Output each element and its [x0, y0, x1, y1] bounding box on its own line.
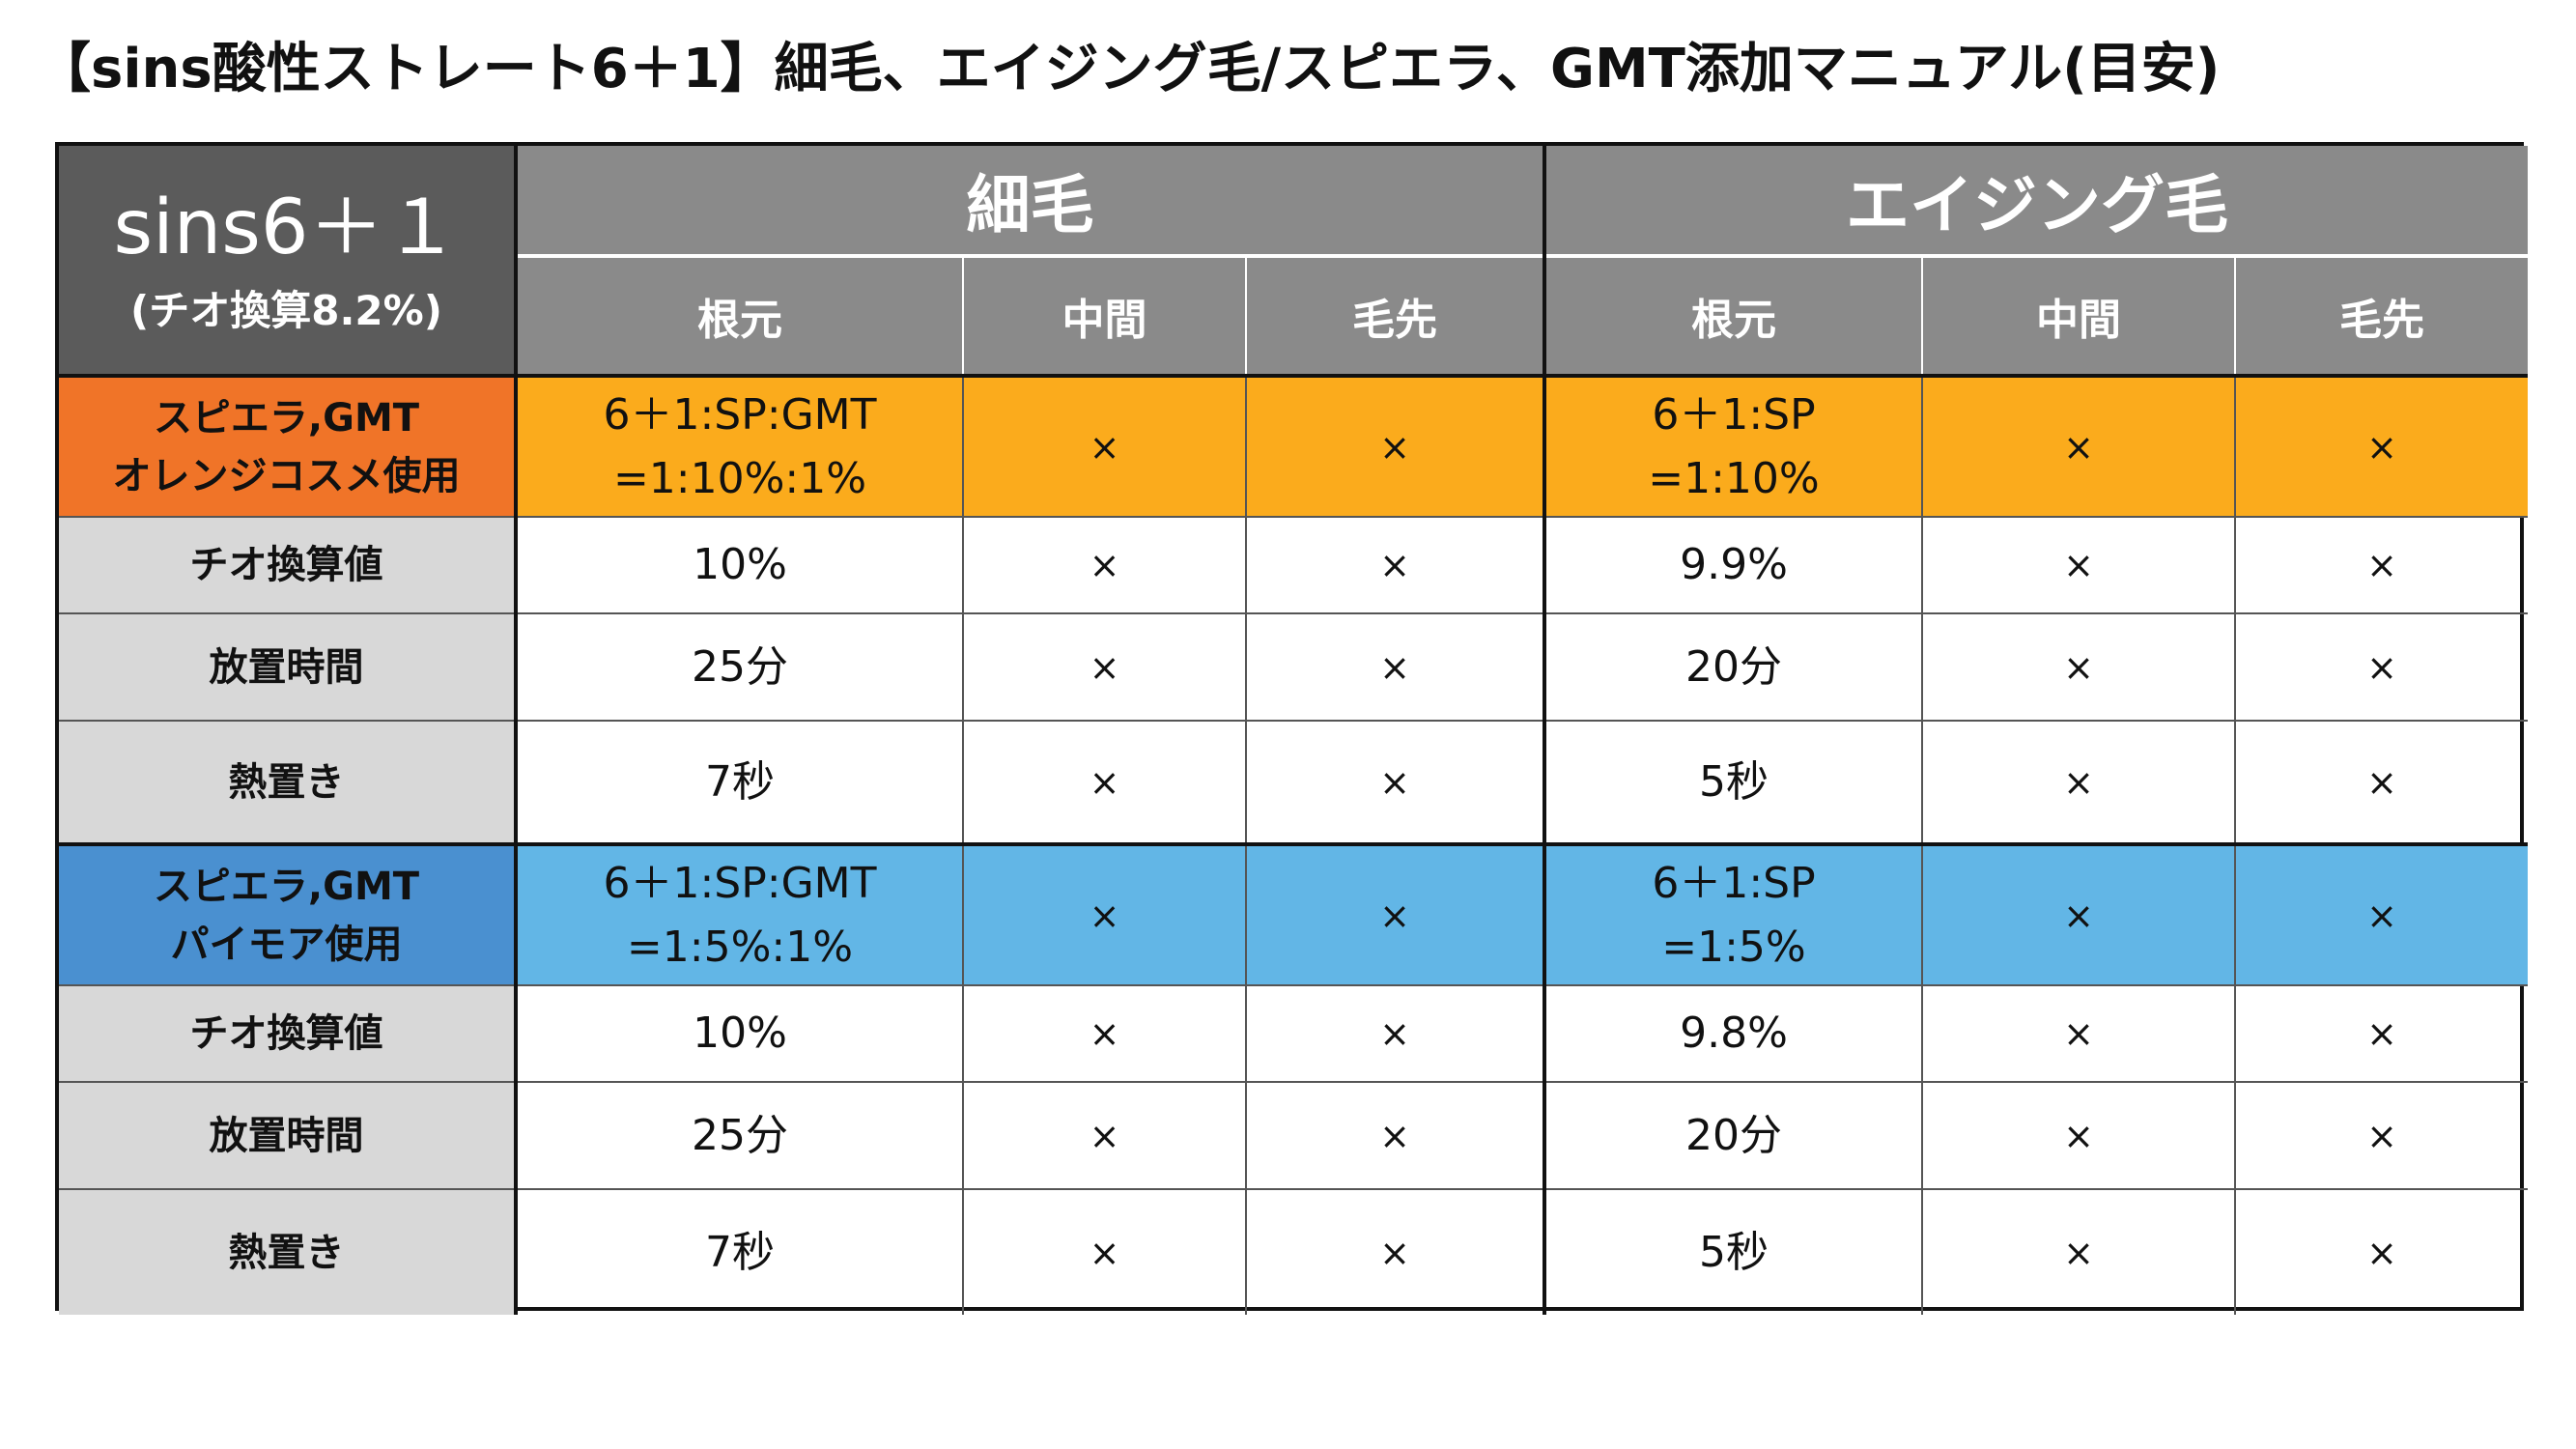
cell-ends: × — [2366, 894, 2397, 937]
cell-root: 10% — [518, 518, 964, 612]
cell-middle: × — [1923, 1190, 2236, 1315]
cell-root: 20分 — [1546, 1083, 1923, 1188]
page-title: 【sins酸性ストレート6＋1】細毛、エイジング毛/スピエラ、GMT添加マニュア… — [37, 38, 2221, 100]
table-row: 6＋1:SP =1:10% × × — [1546, 378, 2528, 518]
table-row: 10% × × — [518, 518, 1543, 614]
cell-root: 10% — [518, 986, 964, 1081]
cell-ends: × — [1379, 1231, 1410, 1274]
table-row: 6＋1:SP =1:5% × × — [1546, 846, 2528, 986]
row-label-mix: スピエラ,GMT パイモア使用 — [59, 846, 514, 986]
group-header-fine-hair: 細毛 根元 中間 毛先 — [518, 146, 1546, 378]
cell-middle: × — [1923, 722, 2236, 842]
cell-middle: × — [1923, 1083, 2236, 1188]
table-row: 25分 × × — [518, 1083, 1543, 1190]
cell-ends: × — [1379, 894, 1410, 937]
cell-ends: × — [1379, 760, 1410, 804]
cell-root: 25分 — [518, 614, 964, 720]
cell-ends: × — [2366, 760, 2397, 804]
table-row: 7秒 × × — [518, 1190, 1543, 1315]
product-name: sins6＋１ — [113, 185, 460, 271]
cell-root: 6＋1:SP:GMT =1:10%:1% — [518, 378, 964, 516]
table-row: 5秒 × × — [1546, 722, 2528, 842]
row-label-mix: スピエラ,GMT オレンジコスメ使用 — [59, 378, 514, 518]
table-row: 6＋1:SP:GMT =1:5%:1% × × — [518, 846, 1543, 986]
cell-ends: × — [2366, 645, 2397, 689]
table-row: 9.9% × × — [1546, 518, 2528, 614]
row-label-processing-time: 放置時間 — [59, 1083, 514, 1190]
cell-ends: × — [2366, 1114, 2397, 1157]
manual-table: sins6＋１ (チオ換算8.2%) 細毛 根元 中間 毛先 エイジング毛 根元… — [55, 142, 2528, 1315]
cell-ends: × — [2366, 1012, 2397, 1055]
cell-root: 25分 — [518, 1083, 964, 1188]
column-header-ends: 毛先 — [1352, 296, 1437, 345]
column-header-root: 根元 — [1546, 258, 1923, 374]
row-label-thio-value: チオ換算値 — [59, 518, 514, 614]
table-row: 25分 × × — [518, 614, 1543, 722]
cell-ends: × — [2366, 544, 2397, 586]
cell-middle: × — [964, 1083, 1247, 1188]
row-label-processing-time: 放置時間 — [59, 614, 514, 722]
table-row: 9.8% × × — [1546, 986, 2528, 1083]
group-header-aging-hair: エイジング毛 根元 中間 毛先 — [1546, 146, 2528, 378]
cell-ends: × — [1379, 544, 1410, 586]
column-headers: 根元 中間 毛先 — [1546, 258, 2528, 374]
cell-ends: × — [1379, 425, 1410, 469]
cell-middle: × — [964, 378, 1247, 516]
table-row: 10% × × — [518, 986, 1543, 1083]
data-fine-hair-blue: 6＋1:SP:GMT =1:5%:1% × × 10% × × 25分 × × … — [518, 846, 1546, 1315]
cell-root: 7秒 — [518, 1190, 964, 1315]
column-header-root: 根元 — [518, 258, 964, 374]
thio-equivalent-note: (チオ換算8.2%) — [130, 287, 442, 334]
cell-middle: × — [964, 518, 1247, 612]
cell-middle: × — [964, 846, 1247, 984]
row-labels-blue: スピエラ,GMT パイモア使用 チオ換算値 放置時間 熱置き — [59, 846, 518, 1315]
cell-ends: × — [1379, 1114, 1410, 1157]
cell-root: 5秒 — [1546, 722, 1923, 842]
cell-middle: × — [1923, 986, 2236, 1081]
cell-middle: × — [1923, 518, 2236, 612]
data-aging-hair-orange: 6＋1:SP =1:10% × × 9.9% × × 20分 × × 5秒 × … — [1546, 378, 2528, 846]
table-row: 7秒 × × — [518, 722, 1543, 842]
cell-middle: × — [1923, 378, 2236, 516]
row-labels-orange: スピエラ,GMT オレンジコスメ使用 チオ換算値 放置時間 熱置き — [59, 378, 518, 846]
cell-middle: × — [964, 1190, 1247, 1315]
cell-middle: × — [964, 986, 1247, 1081]
row-label-heat: 熱置き — [59, 722, 514, 842]
column-header-ends: 毛先 — [2339, 296, 2424, 345]
cell-root: 5秒 — [1546, 1190, 1923, 1315]
column-headers: 根元 中間 毛先 — [518, 258, 1543, 374]
cell-root: 6＋1:SP:GMT =1:5%:1% — [518, 846, 964, 984]
cell-middle: × — [964, 614, 1247, 720]
table-row: 5秒 × × — [1546, 1190, 2528, 1315]
table-corner-header: sins6＋１ (チオ換算8.2%) — [59, 146, 518, 378]
row-label-thio-value: チオ換算値 — [59, 986, 514, 1083]
data-aging-hair-blue: 6＋1:SP =1:5% × × 9.8% × × 20分 × × 5秒 × × — [1546, 846, 2528, 1315]
column-header-middle: 中間 — [1923, 258, 2236, 374]
cell-root: 6＋1:SP =1:5% — [1546, 846, 1923, 984]
cell-ends: × — [2366, 425, 2397, 469]
cell-middle: × — [964, 722, 1247, 842]
cell-middle: × — [1923, 614, 2236, 720]
cell-root: 7秒 — [518, 722, 964, 842]
cell-ends: × — [1379, 1012, 1410, 1055]
cell-root: 9.8% — [1546, 986, 1923, 1081]
table-row: 20分 × × — [1546, 614, 2528, 722]
table-row: 20分 × × — [1546, 1083, 2528, 1190]
cell-ends: × — [2366, 1231, 2397, 1274]
cell-ends: × — [1379, 645, 1410, 689]
data-fine-hair-orange: 6＋1:SP:GMT =1:10%:1% × × 10% × × 25分 × ×… — [518, 378, 1546, 846]
cell-root: 20分 — [1546, 614, 1923, 720]
cell-root: 6＋1:SP =1:10% — [1546, 378, 1923, 516]
group-title: エイジング毛 — [1546, 146, 2528, 258]
row-label-heat: 熱置き — [59, 1190, 514, 1315]
cell-middle: × — [1923, 846, 2236, 984]
column-header-middle: 中間 — [964, 258, 1247, 374]
table-row: 6＋1:SP:GMT =1:10%:1% × × — [518, 378, 1543, 518]
cell-root: 9.9% — [1546, 518, 1923, 612]
group-title: 細毛 — [518, 146, 1543, 258]
